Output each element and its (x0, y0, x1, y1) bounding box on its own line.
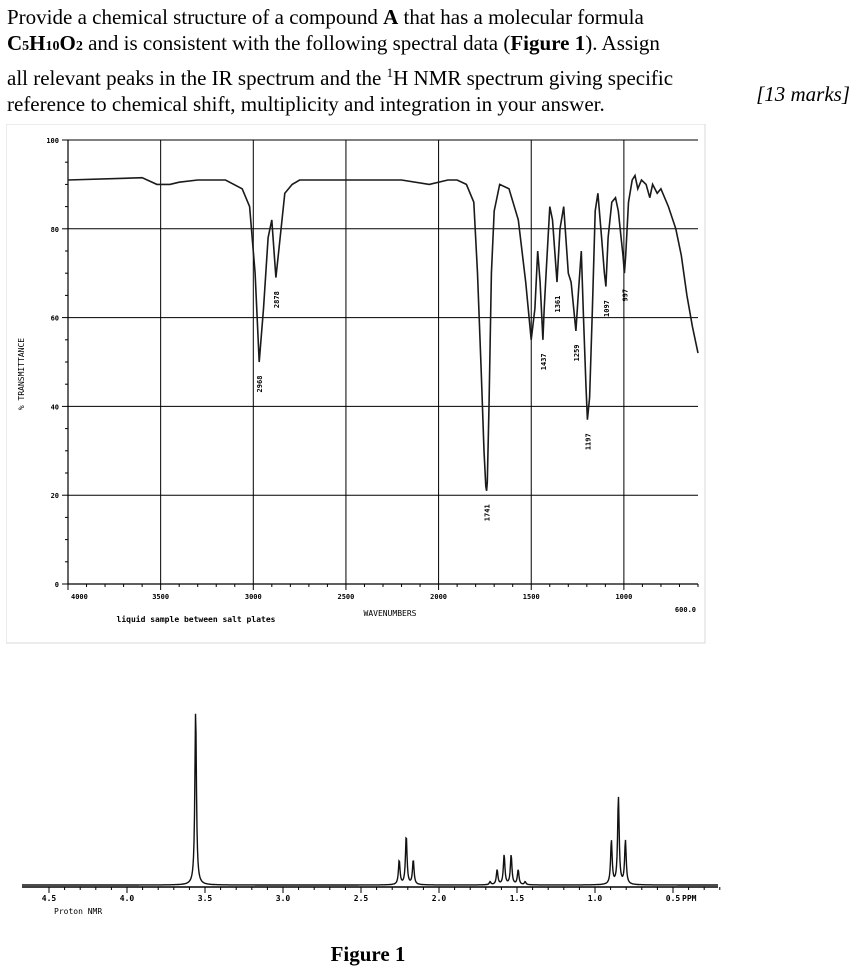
ir-y-tick-label: 40 (51, 403, 59, 411)
ir-grid (67, 139, 698, 585)
nmr-name-label: Proton NMR (54, 907, 102, 916)
ir-ticks: 100 80 60 40 20 0 4000 3500 3000 2500 2000 1500 1000… (46, 137, 699, 614)
ir-ylabel: % TRANSMITTANCE (17, 338, 26, 410)
ir-peak-label: 1437 (540, 353, 548, 370)
ir-x-tick-label: 600.0 (675, 606, 696, 614)
ir-peak-label: 1741 (484, 504, 492, 521)
nmr-spectrum-line (22, 713, 718, 886)
question-line-1: Provide a chemical structure of a compou… (7, 5, 644, 29)
question-line-2: C5H10O2 and is consistent with the follo… (7, 31, 660, 55)
nmr-x-tick-label: 3.5 (198, 894, 213, 903)
ir-y-tick-label: 80 (51, 226, 59, 234)
ir-peak-label: 2968 (256, 376, 264, 393)
ir-y-tick-label: 60 (51, 315, 59, 323)
ir-peak-label: 1097 (603, 300, 611, 317)
nmr-x-tick-label: 3.0 (276, 894, 291, 903)
figure-caption: Figure 1 (330, 942, 406, 966)
nmr-x-tick-label: 2.5 (354, 894, 369, 903)
nmr-x-tick-label: 4.5 (42, 894, 57, 903)
ir-xlabel: WAVENUMBERS (364, 609, 417, 618)
ir-spectrum-line (67, 173, 699, 491)
ir-y-tick-label: 0 (55, 581, 59, 589)
ir-peak-label: 1259 (573, 344, 581, 361)
nmr-x-tick-label: 1.5 (510, 894, 525, 903)
ir-x-tick-label: 4000 (71, 593, 88, 601)
question-line-4: reference to chemical shift, multiplicit… (7, 92, 605, 116)
nmr-ticks: 4.5 4.0 3.5 3.0 2.5 2.0 1.5 1.0 0.5 PPM (42, 887, 721, 903)
ir-x-tick-label: 2000 (430, 593, 447, 601)
ir-chart-border (6, 124, 706, 644)
nmr-x-tick-label: 0.5 (666, 894, 681, 903)
question-text: Provide a chemical structure of a compou… (7, 4, 729, 117)
ir-x-tick-label: 2500 (338, 593, 355, 601)
ir-y-tick-label: 20 (51, 492, 59, 500)
ir-peak-label: 1361 (554, 296, 562, 313)
ir-peak-label: 1197 (584, 433, 592, 450)
nmr-spectrum-chart: 4.5 4.0 3.5 3.0 2.5 2.0 1.5 1.0 0.5 PPM Proton NM… (22, 713, 721, 916)
ir-spectrum-chart: 100 80 60 40 20 0 4000 3500 3000 2500 2000 1500 1000… (6, 124, 706, 644)
ir-y-tick-label: 100 (46, 137, 59, 145)
ir-peak-label: 997 (621, 289, 629, 302)
ir-x-tick-label: 3500 (152, 593, 169, 601)
nmr-x-tick-label: 1.0 (588, 894, 603, 903)
ir-x-tick-label: 1500 (523, 593, 540, 601)
nmr-x-tick-label: 2.0 (432, 894, 447, 903)
marks-label: [13 marks] (756, 82, 850, 106)
ir-x-tick-label: 3000 (245, 593, 262, 601)
ir-x-tick-label: 1000 (615, 593, 632, 601)
ir-peak-labels: 2968 2878 1741 1437 1361 1259 1197 1097 997 (256, 289, 629, 521)
nmr-x-tick-label: 4.0 (120, 894, 135, 903)
question-line-3: all relevant peaks in the IR spectrum an… (7, 65, 674, 90)
ir-note: liquid sample between salt plates (117, 614, 276, 624)
nmr-xlabel: PPM (682, 894, 697, 903)
ir-peak-label: 2878 (273, 291, 281, 308)
